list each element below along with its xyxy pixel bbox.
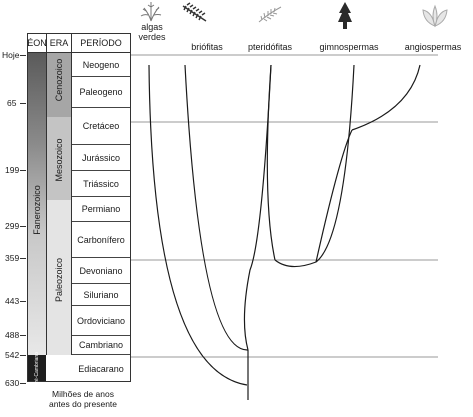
tick-542: [20, 355, 26, 356]
taxon-pteridofitas: pteridófitas: [247, 42, 293, 52]
tick-630: [20, 383, 26, 384]
period-ediacarano: Ediacarano: [78, 363, 124, 374]
period-cambriano: Cambriano: [72, 336, 130, 355]
fern-icon: [258, 6, 282, 23]
tick-label-542: 542: [5, 350, 20, 360]
branch-pteridofitas: [243, 64, 272, 351]
precambrian-block: [27, 355, 46, 382]
taxon-angiospermas: angiospermas: [404, 42, 462, 52]
tick-label-488: 488: [5, 330, 20, 340]
tick-359: [20, 258, 26, 259]
tick-488: [20, 335, 26, 336]
col-divider-1: [46, 33, 47, 355]
branch-seed-plants: [274, 64, 355, 268]
tick-label-299: 299: [5, 221, 20, 231]
period-carbonifero: Carbonífero: [72, 222, 130, 258]
flower-leaf-icon: [422, 4, 448, 28]
taxon-gimnospermas: gimnospermas: [319, 42, 379, 52]
tick-hoje: [20, 55, 26, 56]
col-divider-2: [71, 33, 72, 355]
tick-65: [20, 103, 26, 104]
period-paleogeno: Paleogeno: [72, 77, 130, 108]
tick-label-hoje: Hoje: [2, 50, 20, 60]
table-frame: [27, 33, 131, 382]
era-column-mesozoic: [47, 117, 71, 200]
era-column-cenozoic: [47, 52, 71, 117]
taxon-briofitas: briófitas: [191, 42, 223, 52]
taxon-algas-verdes: algas verdes: [138, 22, 166, 42]
tick-label-65: 65: [7, 98, 17, 108]
eon-header: ÉON: [27, 38, 47, 48]
branch-gimnospermas: [266, 64, 276, 261]
period-devoniano: Devoniano: [72, 258, 130, 284]
period-jurassico: Jurássico: [72, 145, 130, 171]
conifer-icon: [338, 2, 352, 29]
header-divider: [27, 52, 131, 53]
branch-seed-split: [315, 129, 353, 263]
era-header: ERA: [49, 38, 69, 48]
period-ordoviciano: Ordoviciano: [72, 306, 130, 336]
period-triassico: Triássico: [72, 171, 130, 197]
algae-icon: [140, 2, 162, 22]
branch-angiospermas: [351, 64, 421, 131]
tick-label-359: 359: [5, 253, 20, 263]
era-column-paleozoic: [47, 200, 71, 355]
period-siluriano: Siluriano: [72, 284, 130, 306]
tick-443: [20, 301, 26, 302]
period-permiano: Permiano: [72, 197, 130, 222]
period-neogeno: Neogeno: [72, 53, 130, 77]
period-header: PERÍODO: [80, 38, 122, 48]
axis-caption: Milhões de anos antes do presente: [48, 389, 118, 409]
tick-199: [20, 170, 26, 171]
tick-299: [20, 226, 26, 227]
tick-label-443: 443: [5, 296, 20, 306]
branch-land-plants: [184, 64, 249, 351]
moss-icon: [182, 2, 207, 22]
tick-label-199: 199: [5, 165, 20, 175]
tick-label-630: 630: [5, 378, 20, 388]
period-cretaceo: Cretáceo: [72, 108, 130, 145]
branch-algas-verdes: [148, 64, 248, 386]
